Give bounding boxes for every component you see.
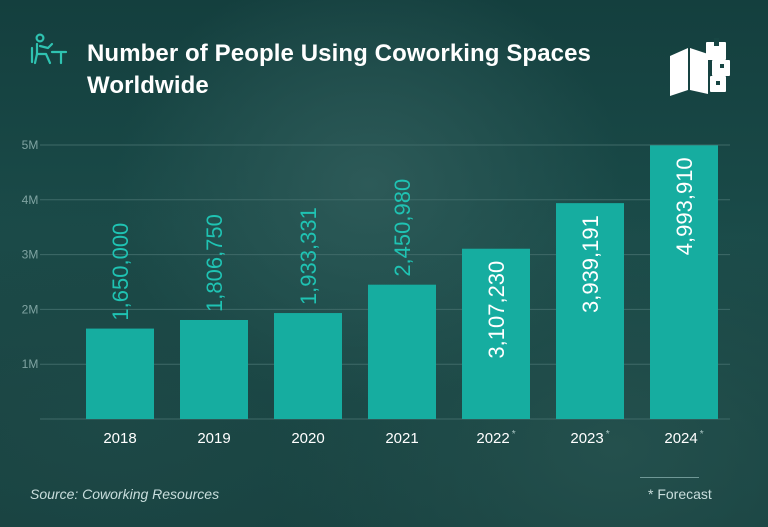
value-label-2019: 1,806,750 <box>202 214 227 312</box>
bar-2022 <box>462 248 530 419</box>
bar-2024 <box>650 145 718 419</box>
source-caption: Source: Coworking Resources <box>30 486 220 502</box>
chart-title: Number of People Using Coworking Spaces … <box>87 40 591 99</box>
y-tick-label: 1M <box>22 357 39 371</box>
bar-2018 <box>86 328 154 419</box>
x-tick-label-2022: 2022 * <box>476 429 515 447</box>
forecast-asterisk: * <box>512 429 516 440</box>
value-label-2022: 3,107,230 <box>484 261 509 359</box>
bar-2021 <box>368 284 436 419</box>
y-tick-label: 3M <box>22 248 39 262</box>
y-tick-label: 4M <box>22 193 39 207</box>
x-tick-label-2020: 2020 <box>291 430 324 447</box>
x-tick-label-2018: 2018 <box>103 430 136 447</box>
forecast-note: * Forecast <box>648 486 712 502</box>
x-tick-label-2021: 2021 <box>385 430 418 447</box>
value-label-2024: 4,993,910 <box>672 157 697 255</box>
value-label-2023: 3,939,191 <box>578 215 603 313</box>
y-tick-label: 2M <box>22 302 39 316</box>
forecast-asterisk: * <box>606 429 610 440</box>
bar-2023 <box>556 203 624 419</box>
forecast-divider <box>640 477 699 478</box>
person-at-desk-icon <box>30 33 68 65</box>
x-tick-label-2019: 2019 <box>197 430 230 447</box>
bar-2019 <box>180 319 248 419</box>
bar-2020 <box>274 313 342 419</box>
value-label-2021: 2,450,980 <box>390 179 415 277</box>
x-tick-label-2024: 2024 * <box>664 429 703 447</box>
forecast-asterisk: * <box>700 429 704 440</box>
value-label-2018: 1,650,000 <box>108 223 133 321</box>
y-tick-label: 5M <box>22 138 39 152</box>
value-label-2020: 1,933,331 <box>296 207 321 305</box>
x-tick-label-2023: 2023 * <box>570 429 609 447</box>
book-boxes-logo <box>670 38 730 96</box>
